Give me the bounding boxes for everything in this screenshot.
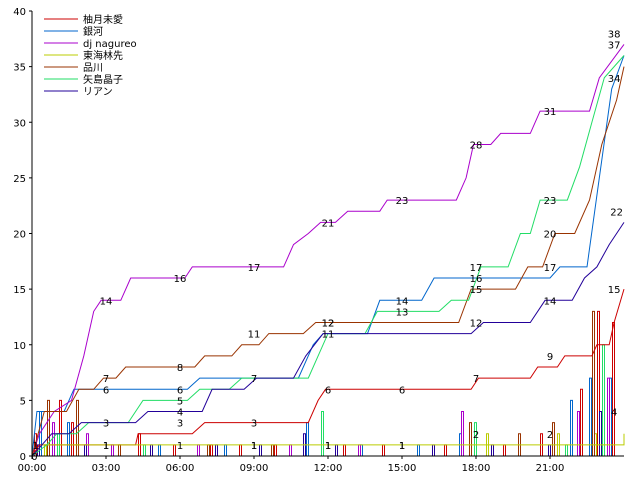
x-tick-label: 21:00 bbox=[536, 463, 565, 474]
x-tick-label: 03:00 bbox=[92, 463, 121, 474]
point-label: 17 bbox=[544, 263, 557, 274]
point-label: 1 bbox=[251, 441, 257, 452]
point-label: 12 bbox=[322, 319, 335, 330]
point-label: 12 bbox=[322, 319, 335, 330]
point-label: 22 bbox=[610, 207, 623, 218]
x-tick-label: 18:00 bbox=[462, 463, 491, 474]
point-label: 1 bbox=[325, 441, 331, 452]
point-label: 37 bbox=[608, 40, 621, 51]
point-label: 9 bbox=[547, 352, 553, 363]
line-layer bbox=[31, 44, 625, 457]
point-label: 16 bbox=[470, 274, 483, 285]
point-label: 1 bbox=[103, 441, 109, 452]
point-label: 4 bbox=[177, 408, 183, 419]
series-line bbox=[31, 288, 625, 457]
series-line bbox=[31, 222, 625, 457]
point-label: 1 bbox=[177, 441, 183, 452]
point-label: 17 bbox=[248, 263, 261, 274]
point-label: 13 bbox=[396, 307, 409, 318]
point-label: 3 bbox=[251, 419, 257, 430]
legend-label: 銀河 bbox=[83, 25, 103, 38]
y-tick-label: 0 bbox=[20, 452, 26, 463]
legend-label: dj nagureo bbox=[83, 39, 137, 50]
legend-label: 矢島晶子 bbox=[83, 73, 123, 86]
y-tick-label: 10 bbox=[13, 341, 26, 352]
point-label: 15 bbox=[608, 285, 621, 296]
y-tick-label: 35 bbox=[13, 63, 26, 74]
point-label: 38 bbox=[608, 29, 621, 40]
point-label: 14 bbox=[396, 296, 409, 307]
y-tick-label: 25 bbox=[13, 174, 26, 185]
point-label: 4 bbox=[611, 408, 617, 419]
legend-label: 柚月未愛 bbox=[83, 13, 123, 26]
point-label: 6 bbox=[103, 385, 109, 396]
point-label: 7 bbox=[103, 374, 109, 385]
point-label: 2 bbox=[547, 430, 553, 441]
point-label: 6 bbox=[177, 385, 183, 396]
point-label: 1 bbox=[33, 441, 39, 452]
series-line bbox=[31, 44, 625, 457]
point-label: 15 bbox=[470, 285, 483, 296]
point-label: 23 bbox=[544, 196, 557, 207]
point-label: 28 bbox=[470, 141, 483, 152]
point-label: 20 bbox=[544, 230, 557, 241]
point-label: 7 bbox=[473, 374, 479, 385]
legend-label: 東海林先 bbox=[83, 49, 123, 62]
point-label: 1 bbox=[251, 441, 257, 452]
point-label: 14 bbox=[100, 296, 113, 307]
point-label: 16 bbox=[174, 274, 187, 285]
point-label: 6 bbox=[399, 385, 405, 396]
y-tick-label: 40 bbox=[13, 7, 26, 18]
series-line bbox=[31, 66, 625, 457]
point-label: 1 bbox=[399, 441, 405, 452]
point-label: 11 bbox=[322, 330, 335, 341]
legend-label: 品川 bbox=[83, 62, 103, 74]
point-label: 21 bbox=[322, 218, 335, 229]
y-tick-label: 5 bbox=[20, 396, 26, 407]
y-tick-label: 15 bbox=[13, 285, 26, 296]
point-label: 17 bbox=[470, 263, 483, 274]
x-tick-label: 00:00 bbox=[18, 463, 47, 474]
point-label: 11 bbox=[248, 330, 261, 341]
point-label: 31 bbox=[544, 107, 557, 118]
point-label: 6 bbox=[325, 385, 331, 396]
point-label: 23 bbox=[396, 196, 409, 207]
point-label: 12 bbox=[470, 319, 483, 330]
point-label: 1 bbox=[399, 441, 405, 452]
x-tick-label: 15:00 bbox=[388, 463, 417, 474]
point-label: 1 bbox=[103, 441, 109, 452]
point-label: 2 bbox=[473, 430, 479, 441]
y-tick-label: 20 bbox=[13, 230, 26, 241]
point-label: 7 bbox=[251, 374, 257, 385]
point-label: 1 bbox=[325, 441, 331, 452]
point-label: 3 bbox=[177, 419, 183, 430]
point-label: 0 bbox=[31, 452, 37, 463]
x-tick-label: 12:00 bbox=[314, 463, 343, 474]
x-tick-label: 06:00 bbox=[166, 463, 195, 474]
point-label: 14 bbox=[544, 296, 557, 307]
point-label: 34 bbox=[608, 74, 621, 85]
x-tick-label: 09:00 bbox=[240, 463, 269, 474]
point-label: 3 bbox=[103, 419, 109, 430]
point-label: 5 bbox=[177, 396, 183, 407]
y-tick-label: 30 bbox=[13, 118, 26, 129]
legend-label: リアン bbox=[83, 87, 113, 98]
point-label: 8 bbox=[177, 363, 183, 374]
